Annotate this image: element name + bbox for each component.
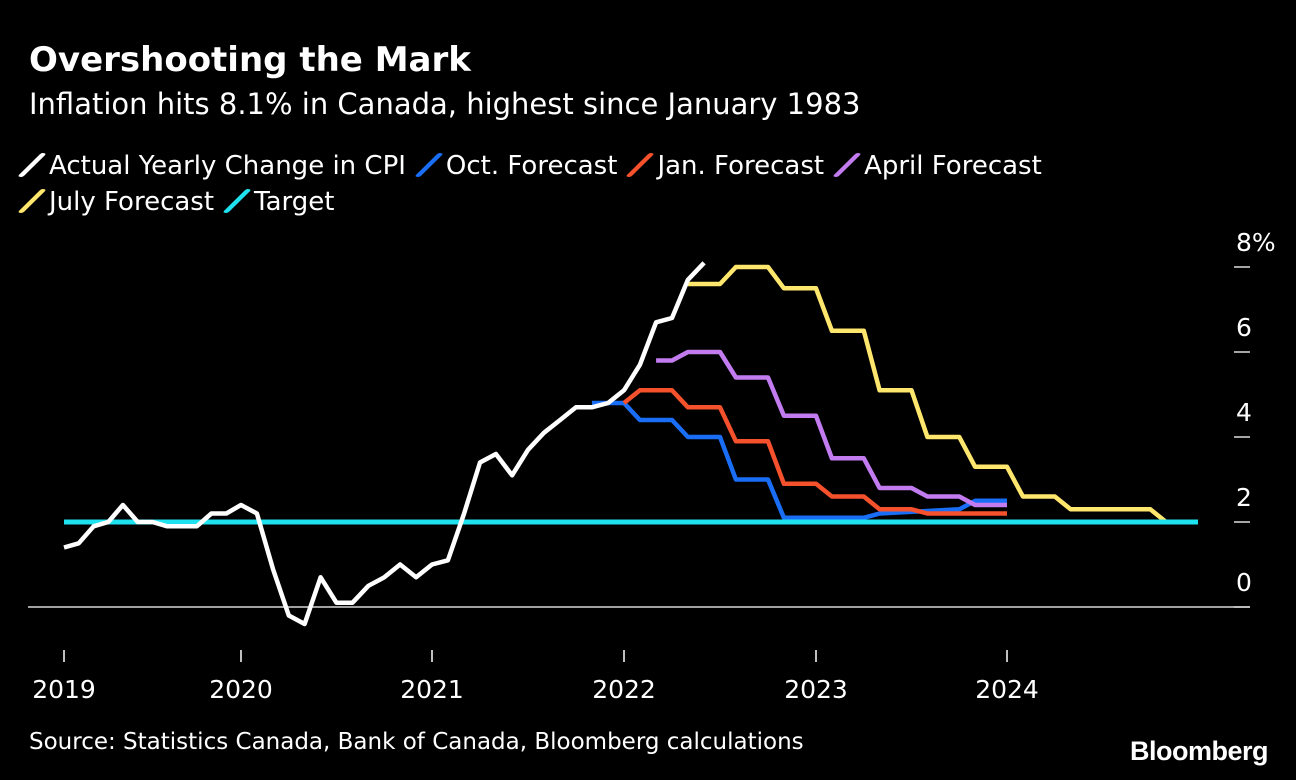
series-line [687, 264, 1198, 525]
legend-label: Jan. Forecast [657, 151, 825, 181]
legend-item: April Forecast [832, 148, 1042, 184]
source-note: Source: Statistics Canada, Bank of Canad… [29, 729, 804, 755]
legend-label: Target [254, 187, 335, 217]
x-tick-label: 2019 [32, 675, 96, 704]
legend-label: April Forecast [864, 151, 1042, 181]
y-tick-label: 0 [1236, 568, 1252, 597]
legend-label: Oct. Forecast [445, 151, 618, 181]
chart-title: Overshooting the Mark [29, 40, 471, 80]
series-line [656, 349, 1007, 508]
legend-item: Jan. Forecast [625, 148, 825, 184]
legend-label: Actual Yearly Change in CPI [49, 151, 406, 181]
series-line [63, 261, 706, 627]
chart-subtitle: Inflation hits 8.1% in Canada, highest s… [29, 87, 861, 121]
x-tick-label: 2021 [400, 675, 464, 704]
legend-item: July Forecast [17, 184, 215, 220]
legend-item: Target [222, 184, 335, 220]
legend-label: July Forecast [49, 187, 215, 217]
x-tick-label: 2022 [592, 675, 656, 704]
series-line [622, 388, 1007, 516]
chart-legend: Actual Yearly Change in CPI Oct. Forecast… [17, 148, 1229, 220]
series-line [591, 400, 1007, 521]
x-tick-label: 2023 [784, 675, 848, 704]
y-tick-label: 4 [1236, 398, 1252, 427]
bloomberg-logo: Bloomberg [1129, 736, 1269, 766]
x-tick-label: 2020 [209, 675, 273, 704]
legend-item: Oct. Forecast [414, 148, 618, 184]
y-tick-label: 6 [1236, 313, 1252, 342]
y-tick-label: 8% [1236, 228, 1276, 257]
y-tick-label: 2 [1236, 483, 1252, 512]
x-tick-label: 2024 [975, 675, 1039, 704]
legend-item: Actual Yearly Change in CPI [17, 148, 406, 184]
